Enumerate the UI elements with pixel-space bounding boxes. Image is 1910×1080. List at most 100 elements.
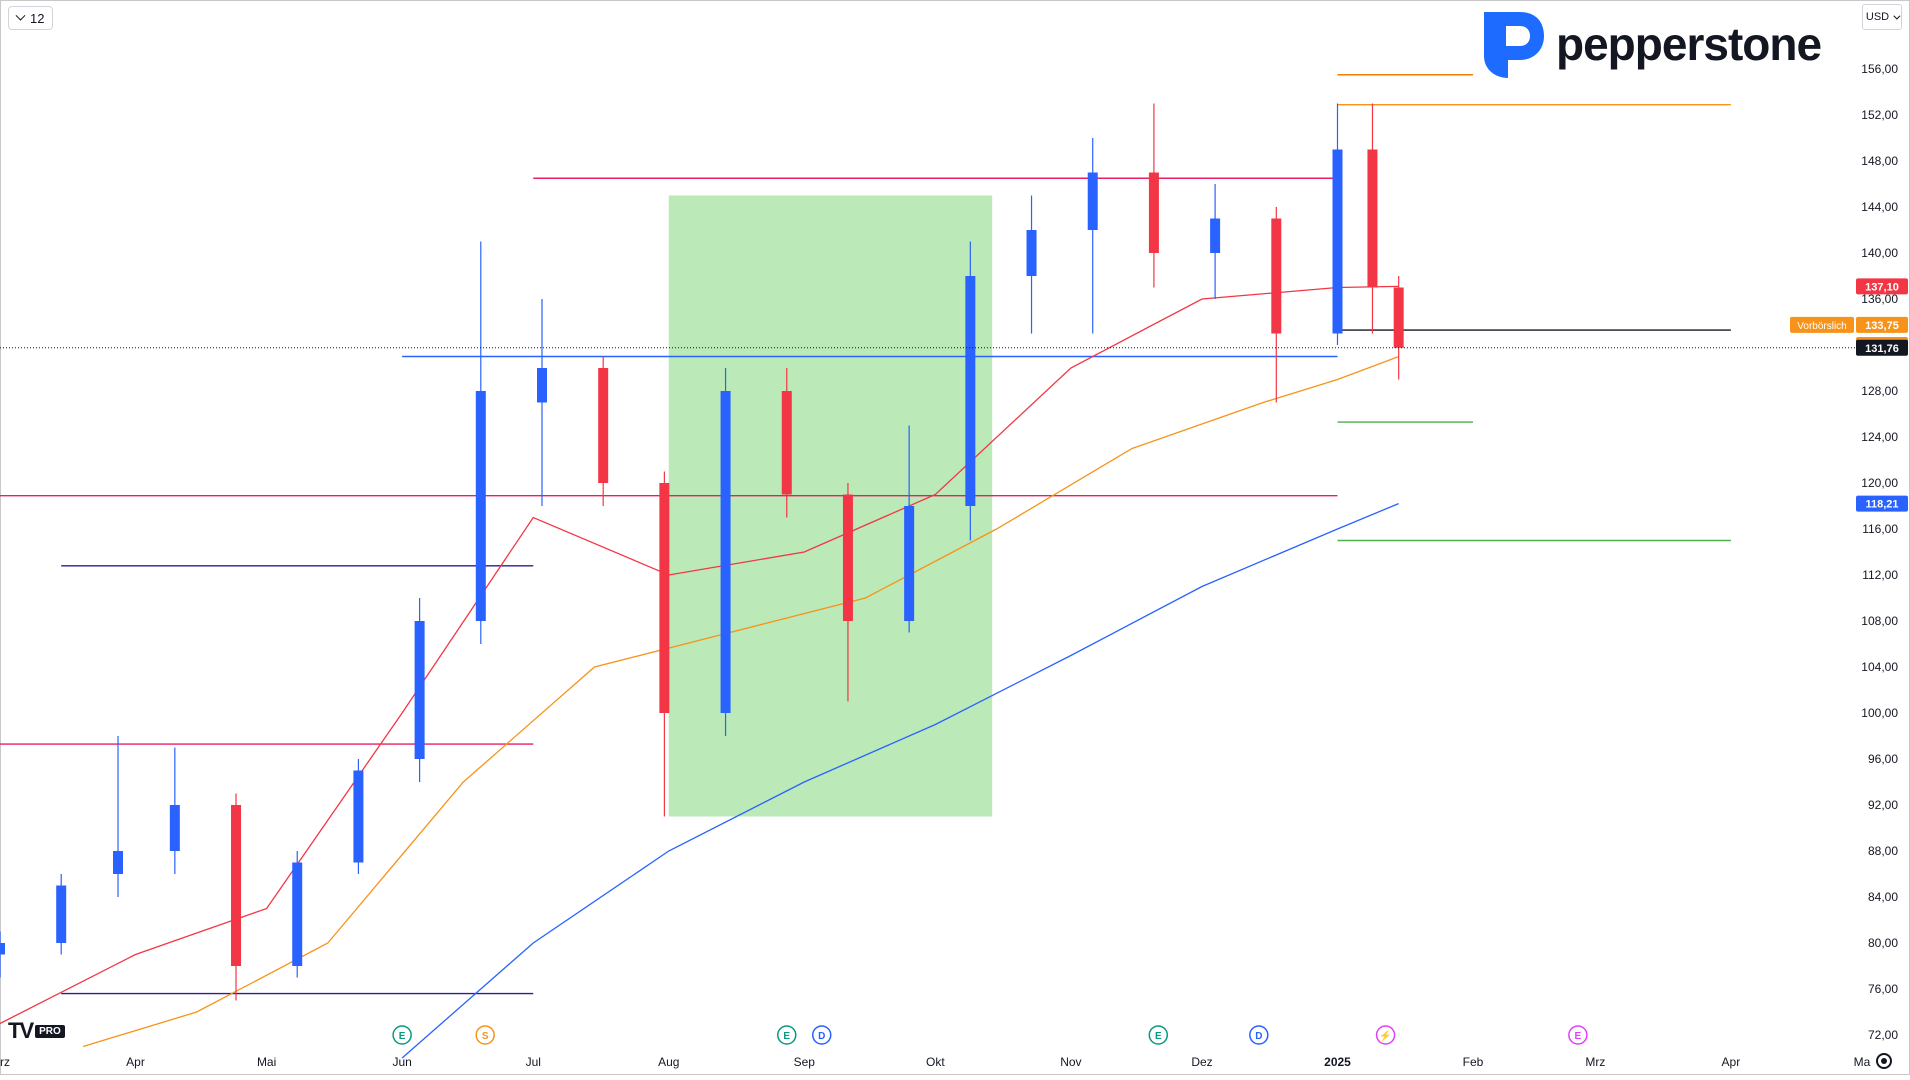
moving-average-line bbox=[0, 285, 1399, 1025]
y-tick-label: 72,00 bbox=[1868, 1028, 1898, 1042]
y-tick-label: 88,00 bbox=[1868, 844, 1898, 858]
event-marker bbox=[392, 1025, 412, 1045]
tv-mark: TV bbox=[8, 1018, 34, 1043]
y-tick-label: 156,00 bbox=[1861, 62, 1898, 76]
event-marker-letter: D bbox=[818, 1031, 825, 1042]
y-tick-label: 124,00 bbox=[1861, 430, 1898, 444]
y-tick-label: 140,00 bbox=[1861, 246, 1898, 260]
x-tick-label: Ma bbox=[1854, 1055, 1871, 1069]
x-tick-label: Sep bbox=[794, 1055, 816, 1069]
y-tick-label: 148,00 bbox=[1861, 154, 1898, 168]
candle-body bbox=[1271, 218, 1282, 334]
event-marker-letter: E bbox=[1155, 1031, 1162, 1042]
event-marker bbox=[777, 1025, 797, 1045]
currency-label: USD bbox=[1865, 11, 1890, 23]
y-tick-label: 84,00 bbox=[1868, 890, 1898, 904]
moving-average-line bbox=[82, 355, 1399, 1048]
x-tick-label: Jul bbox=[526, 1055, 541, 1069]
y-tick-label: 92,00 bbox=[1868, 798, 1898, 812]
x-tick-label: Aug bbox=[658, 1055, 679, 1069]
candle-body bbox=[536, 368, 547, 403]
price-label: 118,21 bbox=[1865, 499, 1898, 511]
candle-body bbox=[113, 851, 124, 874]
y-tick-label: 116,00 bbox=[1862, 522, 1898, 536]
y-tick-label: 128,00 bbox=[1861, 384, 1898, 398]
event-marker bbox=[1568, 1025, 1588, 1045]
x-tick-label: Dez bbox=[1191, 1055, 1212, 1069]
currency-selector[interactable]: USD bbox=[1862, 4, 1902, 30]
candle-body bbox=[781, 391, 792, 495]
event-marker-letter: S bbox=[482, 1031, 489, 1042]
candle-body bbox=[1087, 172, 1098, 230]
y-tick-label: 136,00 bbox=[1861, 292, 1898, 306]
x-tick-label: Jun bbox=[392, 1055, 411, 1069]
highlight-zone bbox=[668, 195, 993, 817]
event-marker bbox=[811, 1025, 832, 1045]
candle-body bbox=[169, 805, 180, 851]
candle-body bbox=[965, 276, 976, 506]
candle-body bbox=[414, 621, 425, 759]
event-marker bbox=[1249, 1025, 1269, 1045]
event-marker bbox=[1375, 1025, 1396, 1045]
event-marker bbox=[475, 1025, 495, 1045]
candle-body bbox=[842, 494, 853, 621]
price-label-box bbox=[1856, 495, 1908, 512]
y-tick-label: 96,00 bbox=[1868, 752, 1898, 766]
candle-body bbox=[475, 391, 486, 621]
y-tick-label: 108,00 bbox=[1861, 614, 1898, 628]
candle-body bbox=[1210, 218, 1221, 253]
candle-body bbox=[0, 943, 5, 955]
candle-body bbox=[353, 770, 364, 863]
x-tick-label: Mrz bbox=[0, 1055, 10, 1069]
candle-body bbox=[292, 862, 303, 966]
candle-body bbox=[56, 885, 67, 943]
pepperstone-icon bbox=[1484, 12, 1544, 78]
y-tick-label: 152,00 bbox=[1861, 108, 1898, 122]
price-label: 133,75 bbox=[1865, 320, 1899, 332]
interval-label: 12 bbox=[30, 10, 45, 26]
event-marker-letter: E bbox=[783, 1031, 790, 1042]
event-marker-letter: E bbox=[399, 1031, 406, 1042]
event-marker-letter: D bbox=[1255, 1031, 1262, 1042]
x-tick-label: Apr bbox=[126, 1055, 145, 1069]
y-tick-label: 112,00 bbox=[1862, 568, 1898, 582]
x-tick-label: Apr bbox=[1722, 1055, 1741, 1069]
premarket-label: Vorbörslich bbox=[1797, 321, 1846, 332]
chevron-down-icon bbox=[1893, 12, 1901, 20]
candle-body bbox=[1367, 149, 1378, 288]
x-tick-label: Feb bbox=[1463, 1055, 1484, 1069]
x-tick-label: Mrz bbox=[1585, 1055, 1605, 1069]
candle-body bbox=[720, 391, 731, 713]
event-marker bbox=[1148, 1025, 1169, 1045]
y-tick-label: 100,00 bbox=[1861, 706, 1898, 720]
broker-logo: pepperstone bbox=[1478, 8, 1822, 80]
x-tick-label: Mai bbox=[257, 1055, 276, 1069]
x-tick-label: Nov bbox=[1060, 1055, 1081, 1069]
candle-body bbox=[659, 483, 670, 713]
event-marker-letter: ⚡ bbox=[1379, 1029, 1391, 1042]
y-tick-label: 104,00 bbox=[1861, 660, 1898, 674]
settings-gear-icon[interactable] bbox=[1876, 1053, 1892, 1069]
price-label-box bbox=[1856, 316, 1908, 333]
candle-body bbox=[598, 368, 609, 483]
candle-body bbox=[1332, 149, 1343, 334]
price-label-box bbox=[1856, 339, 1908, 356]
premarket-label-box bbox=[1790, 316, 1854, 333]
candle-body bbox=[1393, 287, 1404, 348]
price-label: 137,10 bbox=[1865, 281, 1899, 293]
price-label-box bbox=[1856, 278, 1908, 295]
x-tick-label: Okt bbox=[926, 1055, 945, 1069]
brand-name: pepperstone bbox=[1556, 18, 1822, 70]
chevron-down-icon bbox=[15, 10, 26, 21]
candle-body bbox=[904, 506, 915, 621]
interval-selector[interactable]: 12 bbox=[8, 6, 54, 30]
candle-body bbox=[1148, 172, 1159, 253]
candle-body bbox=[231, 805, 242, 966]
tradingview-logo[interactable]: TV PRO bbox=[8, 1018, 65, 1044]
x-tick-label: 2025 bbox=[1324, 1055, 1351, 1069]
pro-badge: PRO bbox=[35, 1024, 65, 1038]
y-tick-label: 76,00 bbox=[1868, 982, 1898, 996]
y-tick-label: 80,00 bbox=[1868, 936, 1898, 950]
